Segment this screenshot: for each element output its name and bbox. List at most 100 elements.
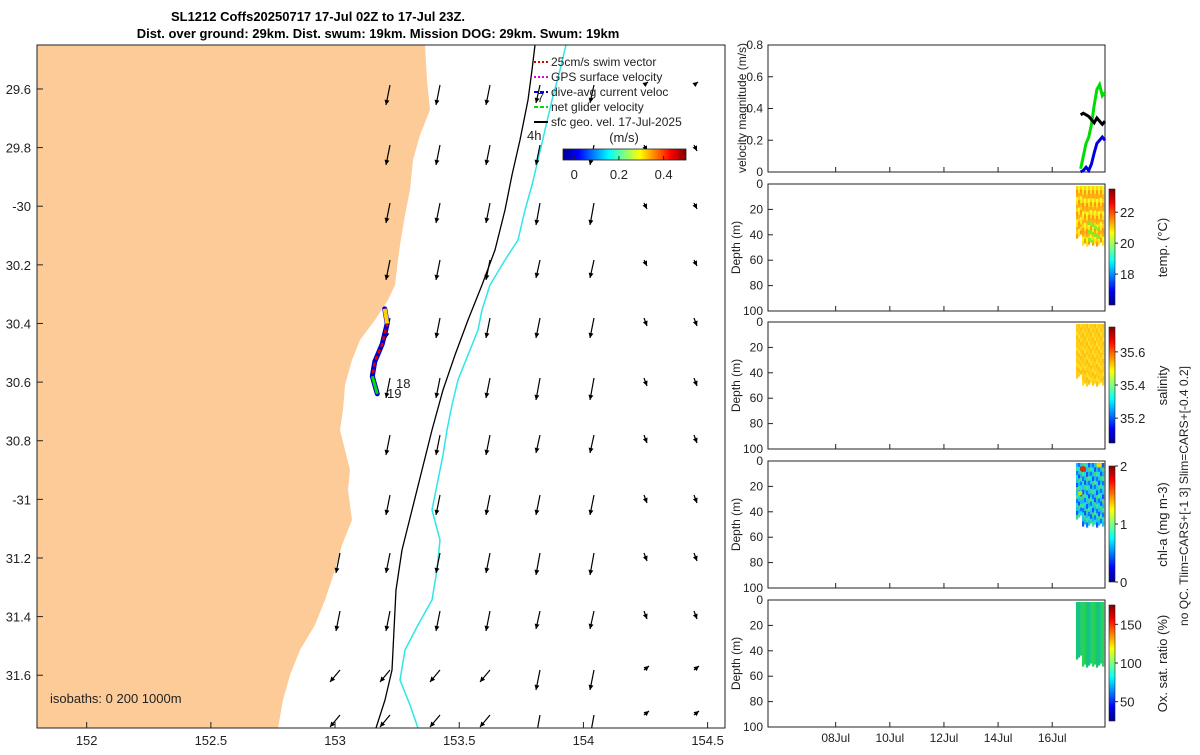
profile-sample [1090, 505, 1093, 511]
profile-sample [1080, 651, 1083, 656]
profile-sample [1092, 324, 1095, 329]
profile-sample [1092, 215, 1095, 221]
profile-sample [1086, 224, 1089, 230]
depth-ylabel: Depth (m) [729, 498, 743, 551]
depth-ylabel: Depth (m) [729, 359, 743, 412]
profile-sample [1082, 371, 1085, 377]
profile-sample [1086, 233, 1089, 239]
profile-sample [1082, 620, 1085, 626]
profile-sample [1102, 624, 1105, 631]
profile-sample [1080, 632, 1083, 637]
profile-sample [1096, 381, 1099, 387]
profile-sample [1096, 490, 1099, 496]
profile-sample [1100, 369, 1103, 375]
profile-sample [1084, 222, 1087, 228]
velocity-arrow [334, 610, 341, 632]
profile-sample [1102, 512, 1105, 518]
profile-sample [1082, 324, 1085, 329]
profile-frame [767, 183, 1106, 312]
profile-sample [1084, 646, 1087, 652]
profile-sample [1086, 629, 1089, 636]
profile-sample [1082, 624, 1085, 631]
profile-sample [1092, 508, 1095, 514]
profile-sample [1094, 619, 1097, 625]
depth-tick-label: 60 [750, 669, 764, 683]
profile-sample [1098, 602, 1101, 608]
profile-sample [1098, 371, 1101, 377]
profile-sample [1096, 625, 1099, 631]
profile-sample [1088, 507, 1091, 513]
profile-sample [1076, 219, 1079, 224]
profile-sample [1098, 615, 1101, 621]
profile-sample [1086, 211, 1089, 217]
profile-sample [1102, 211, 1105, 217]
profile-sample [1096, 620, 1099, 626]
profile-sample [1084, 234, 1087, 240]
profile-sample [1080, 613, 1083, 618]
profile-sample [1088, 638, 1091, 644]
profile-sample [1096, 341, 1099, 347]
profile-sample [1094, 226, 1097, 232]
profile-sample [1084, 502, 1087, 508]
profile-sample [1090, 488, 1093, 494]
profile-sample [1082, 499, 1085, 505]
profile-sample [1092, 228, 1095, 233]
profile-sample [1102, 380, 1105, 386]
profile-sample [1096, 233, 1099, 239]
profile-sample [1092, 494, 1095, 500]
legend-label: net glider velocity [551, 100, 644, 114]
profile-sample [1098, 611, 1101, 617]
profile-sample [1088, 349, 1091, 355]
colorbar-title: (m/s) [609, 130, 639, 145]
profile-sample [1088, 624, 1091, 630]
depth-ylabel: Depth (m) [729, 221, 743, 274]
profile-sample [1094, 214, 1097, 220]
profile-sample [1080, 496, 1083, 501]
profile-sample [1088, 206, 1091, 212]
profile-sample [1080, 624, 1083, 630]
profile-sample [1078, 513, 1081, 518]
profile-sample [1096, 611, 1099, 617]
velocity-arrow [534, 144, 541, 166]
profile-sample [1100, 238, 1103, 243]
profile-sample [1088, 467, 1091, 473]
profile-sample [1096, 467, 1099, 473]
profile-sample [1086, 241, 1089, 247]
profile-sample [1102, 643, 1105, 649]
profile-sample [1086, 620, 1089, 626]
profile-sample [1096, 350, 1099, 356]
velocity-arrow [434, 434, 441, 456]
colorbar-tick-label: 35.2 [1120, 411, 1145, 426]
profile-sample [1086, 643, 1089, 650]
profile-sample [1090, 348, 1093, 354]
profile-sample [1090, 373, 1093, 379]
legend-entry: GPS surface velocity [534, 70, 662, 84]
colorbar-tick-label: 1 [1120, 517, 1127, 532]
profile-sample [1102, 240, 1105, 246]
profile-sample [1076, 327, 1079, 333]
legend-entry: 25cm/s swim vector [534, 55, 656, 69]
colorbar-gradient [562, 148, 687, 161]
profile-sample [1088, 222, 1091, 225]
profile-colorbar [1108, 188, 1116, 306]
profile-sample [1102, 647, 1105, 653]
profile-sample [1088, 336, 1091, 342]
profile-sample [1102, 332, 1105, 338]
profile-sample [1098, 362, 1101, 368]
profile-sample [1088, 219, 1091, 224]
profile-sample [1078, 218, 1081, 223]
profile-sample [1090, 336, 1093, 342]
depth-ylabel: Depth (m) [729, 637, 743, 690]
profile-sample [1102, 207, 1105, 212]
profile-sample [1078, 186, 1081, 191]
profile-sample [1082, 611, 1085, 617]
profile-sample [1098, 624, 1101, 630]
profile-sample [1084, 374, 1087, 380]
profile-sample [1084, 336, 1087, 342]
depth-tick-label: 40 [750, 366, 764, 380]
velocity-arrow [534, 610, 541, 630]
profile-sample [1080, 639, 1083, 645]
profile-sample [1097, 236, 1100, 239]
depth-tick-label: 20 [750, 618, 764, 632]
profile-sample [1098, 476, 1101, 482]
